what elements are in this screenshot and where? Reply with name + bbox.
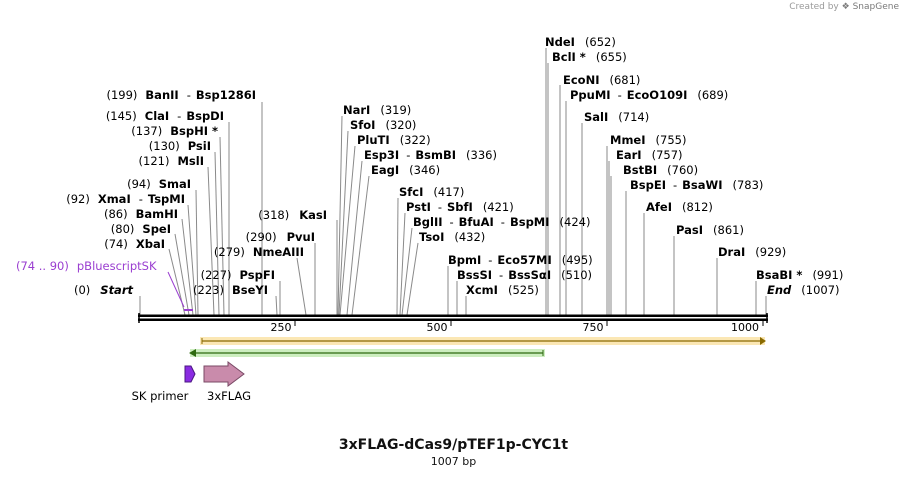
- orf-forward-arrow[interactable]: [200, 337, 766, 345]
- site-label[interactable]: (223) BseYI: [193, 283, 268, 297]
- site-label[interactable]: BglII - BfuAI - BspMI (424): [413, 215, 590, 229]
- leader-line: [219, 136, 225, 316]
- sk-primer-feature[interactable]: [184, 365, 196, 383]
- leader-line: [406, 242, 419, 316]
- leader-line: [401, 227, 413, 316]
- axis-tick-label: 1000: [731, 321, 759, 334]
- site-label[interactable]: BpmI - Eco57MI (495): [448, 253, 593, 267]
- site-label[interactable]: SfcI (417): [399, 185, 464, 199]
- leader-line: [296, 257, 307, 316]
- site-label[interactable]: DraI (929): [718, 245, 786, 259]
- site-label[interactable]: (227) PspFI: [201, 268, 275, 282]
- site-label[interactable]: Esp3I - BsmBI (336): [364, 148, 497, 162]
- leader-line: [207, 166, 215, 316]
- sk-primer-label: SK primer: [132, 389, 189, 403]
- sequence-backbone[interactable]: [138, 313, 768, 323]
- site-label[interactable]: XcmI (525): [466, 283, 539, 297]
- leader-line: [214, 151, 220, 316]
- site-label[interactable]: BspEI - BsaWI (783): [630, 178, 763, 192]
- primer-binding-label[interactable]: (74 .. 90) pBluescriptSK: [16, 259, 157, 273]
- credit-prefix: Created by: [789, 2, 839, 12]
- flag-feature[interactable]: [203, 361, 245, 387]
- site-label[interactable]: PluTI (322): [357, 133, 431, 147]
- leader-line: [337, 115, 343, 316]
- leader-line: [396, 197, 399, 316]
- site-label[interactable]: TsoI (432): [419, 230, 485, 244]
- site-label[interactable]: NdeI (652): [545, 35, 616, 49]
- snapgene-logo-icon: ❖: [841, 2, 850, 12]
- site-label[interactable]: EarI (757): [616, 148, 683, 162]
- site-label[interactable]: AfeI (812): [646, 200, 713, 214]
- site-label[interactable]: (290) PvuI: [246, 230, 315, 244]
- primer-leader-line: [167, 271, 185, 308]
- site-label[interactable]: (86) BamHI: [104, 207, 178, 221]
- site-label[interactable]: (80) SpeI: [111, 222, 171, 236]
- leader-line: [187, 204, 197, 316]
- leader-line: [195, 189, 199, 316]
- credit-brand: SnapGene: [852, 2, 899, 12]
- leader-line: [174, 233, 190, 316]
- site-label[interactable]: BclI * (655): [552, 50, 627, 64]
- site-label[interactable]: BssSI - BssSαI (510): [457, 268, 592, 282]
- site-label[interactable]: (145) ClaI - BspDI: [106, 109, 224, 123]
- site-label[interactable]: (74) XbaI: [104, 237, 165, 251]
- flag-feature-label: 3xFLAG: [207, 389, 251, 403]
- site-label[interactable]: SfoI (320): [350, 118, 416, 132]
- leader-line: [346, 160, 363, 316]
- snapgene-credit: Created by ❖ SnapGene: [789, 2, 899, 12]
- site-label[interactable]: PstI - SbfI (421): [406, 200, 514, 214]
- axis-tick-label: 750: [583, 321, 604, 334]
- site-label-end[interactable]: End (1007): [767, 283, 840, 297]
- site-label[interactable]: PpuMI - EcoO109I (689): [570, 88, 728, 102]
- site-label[interactable]: NarI (319): [343, 103, 411, 117]
- site-label[interactable]: (279) NmeAIII: [214, 245, 304, 259]
- orf-reverse-arrow[interactable]: [189, 349, 545, 357]
- axis-tick-label: 250: [271, 321, 292, 334]
- site-label[interactable]: EcoNI (681): [563, 73, 640, 87]
- cut-site-leader-lines: [139, 48, 767, 316]
- site-label[interactable]: (199) BanII - Bsp1286I: [106, 88, 256, 102]
- site-label[interactable]: SalI (714): [584, 110, 649, 124]
- leader-line: [181, 218, 194, 316]
- site-label[interactable]: BsaBI * (991): [756, 268, 843, 282]
- site-label[interactable]: (137) BspHI *: [131, 124, 218, 138]
- leader-line: [351, 175, 370, 316]
- site-label[interactable]: (130) PsiI: [149, 139, 211, 153]
- leader-line: [275, 295, 278, 316]
- site-label[interactable]: BstBI (760): [623, 163, 698, 177]
- leader-line: [338, 130, 349, 316]
- leader-line: [339, 145, 356, 316]
- site-label-start[interactable]: (0) Start: [74, 283, 134, 297]
- construct-title: 3xFLAG-dCas9/pTEF1p-CYC1t: [338, 437, 569, 453]
- site-label[interactable]: (121) MslI: [139, 154, 204, 168]
- site-label[interactable]: MmeI (755): [610, 133, 686, 147]
- construct-length: 1007 bp: [430, 455, 477, 468]
- site-label[interactable]: PasI (861): [676, 223, 744, 237]
- site-label[interactable]: EagI (346): [371, 163, 440, 177]
- site-label[interactable]: (318) KasI: [258, 208, 327, 222]
- leader-line: [399, 212, 406, 316]
- axis-ticks: 250 500 750 1000: [271, 320, 764, 334]
- site-label[interactable]: (94) SmaI: [127, 177, 191, 191]
- site-label[interactable]: (92) XmaI - TspMI: [66, 192, 185, 206]
- axis-tick-label: 500: [427, 321, 448, 334]
